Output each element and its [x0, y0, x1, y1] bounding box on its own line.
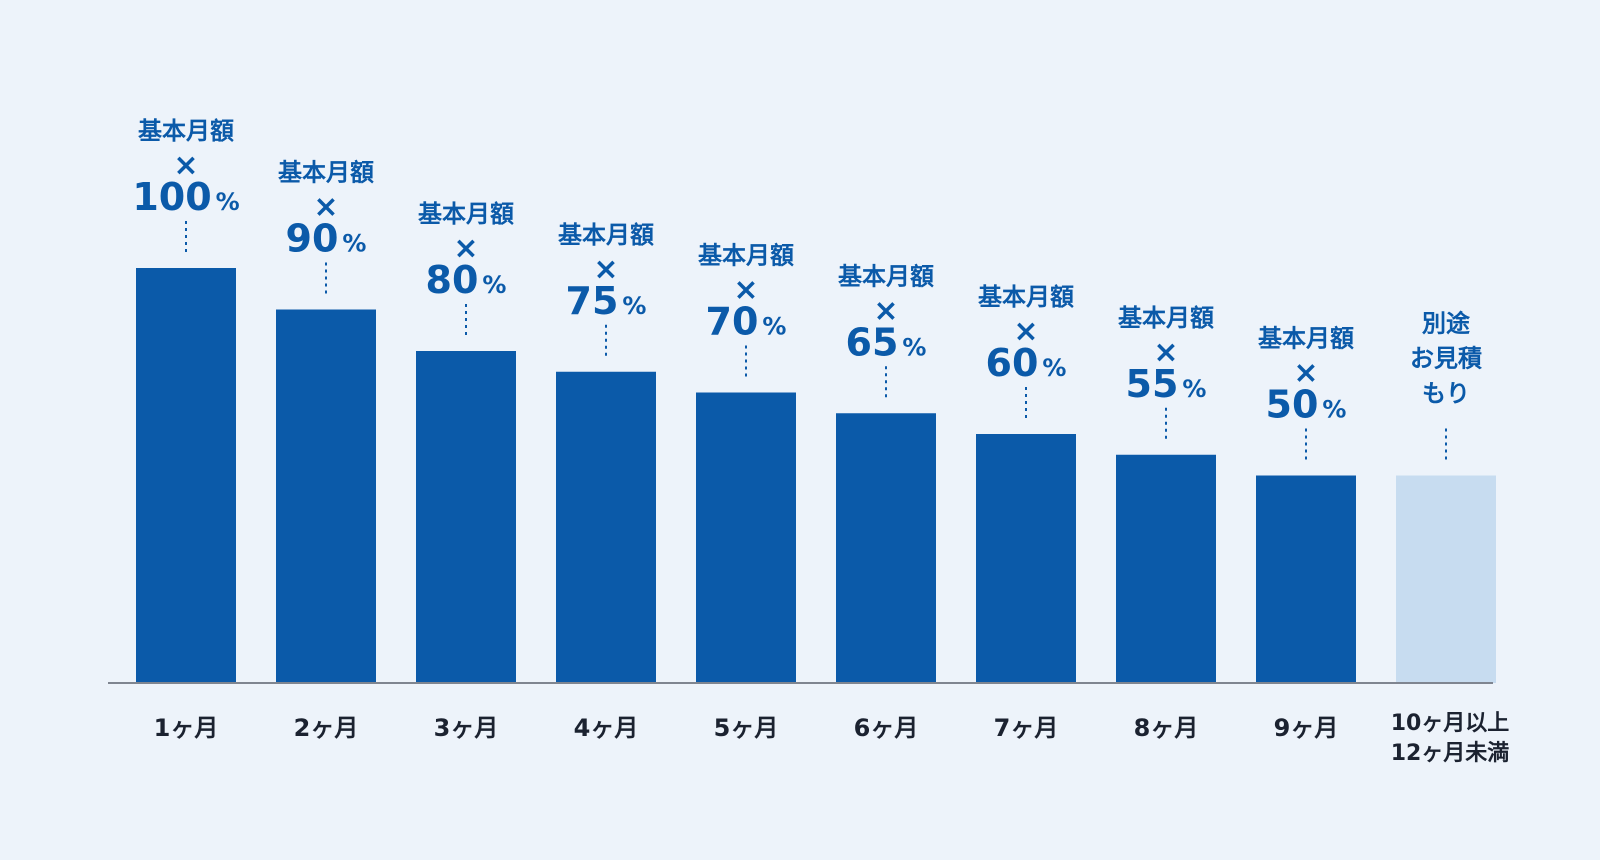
- bar-6: [836, 413, 936, 683]
- value-label-times: ×: [1153, 335, 1178, 370]
- value-label-times: ×: [593, 252, 618, 287]
- x-tick-label: 10ヶ月以上: [1391, 711, 1510, 736]
- value-label-prefix: 基本月額: [1258, 325, 1354, 353]
- value-label: 100%: [132, 175, 239, 219]
- value-label-prefix: 基本月額: [278, 159, 374, 187]
- bar-5: [696, 392, 796, 683]
- value-unit: %: [762, 313, 786, 341]
- x-tick-label: 7ヶ月: [994, 714, 1059, 742]
- value-label: 75%: [566, 279, 647, 323]
- x-tick-label: 6ヶ月: [854, 714, 919, 742]
- value-number: 80: [426, 258, 479, 302]
- x-tick-label: 5ヶ月: [714, 714, 779, 742]
- special-value-label-line: もり: [1422, 380, 1470, 408]
- value-number: 70: [706, 300, 759, 344]
- special-value-label-line: お見積: [1410, 345, 1482, 373]
- value-unit: %: [1042, 354, 1066, 382]
- value-label-prefix: 基本月額: [138, 117, 234, 145]
- value-label-times: ×: [453, 231, 478, 266]
- x-tick-label: 8ヶ月: [1134, 714, 1199, 742]
- value-label-times: ×: [313, 190, 338, 225]
- value-number: 60: [986, 341, 1039, 385]
- value-number: 50: [1266, 383, 1319, 427]
- value-number: 65: [846, 320, 899, 364]
- value-unit: %: [342, 230, 366, 258]
- value-label-prefix: 基本月額: [698, 242, 794, 270]
- value-number: 100: [132, 175, 211, 219]
- value-number: 55: [1126, 362, 1179, 406]
- bar-1: [136, 268, 236, 683]
- bar-10: [1396, 475, 1496, 683]
- value-label-times: ×: [173, 148, 198, 183]
- value-unit: %: [1182, 375, 1206, 403]
- value-label: 55%: [1126, 362, 1207, 406]
- bar-7: [976, 434, 1076, 683]
- value-label-prefix: 基本月額: [558, 221, 654, 249]
- value-label: 80%: [426, 258, 507, 302]
- bar-3: [416, 351, 516, 683]
- x-tick-label: 1ヶ月: [154, 714, 219, 742]
- value-number: 75: [566, 279, 619, 323]
- special-value-label-line: 別途: [1422, 310, 1471, 338]
- value-label-times: ×: [873, 293, 898, 328]
- value-label-prefix: 基本月額: [1118, 304, 1214, 332]
- bar-2: [276, 309, 376, 683]
- value-unit: %: [902, 333, 926, 361]
- value-unit: %: [482, 271, 506, 299]
- value-label: 70%: [706, 300, 787, 344]
- x-tick-label: 3ヶ月: [434, 714, 499, 742]
- value-label: 50%: [1266, 383, 1347, 427]
- value-label: 60%: [986, 341, 1067, 385]
- bar-4: [556, 371, 656, 683]
- x-tick-label: 2ヶ月: [294, 714, 359, 742]
- value-label: 65%: [846, 320, 927, 364]
- value-unit: %: [216, 188, 240, 216]
- value-label-times: ×: [733, 273, 758, 308]
- value-label-prefix: 基本月額: [838, 262, 934, 290]
- value-number: 90: [286, 217, 339, 261]
- x-tick-label: 4ヶ月: [574, 714, 639, 742]
- value-label-times: ×: [1013, 314, 1038, 349]
- x-tick-label: 9ヶ月: [1274, 714, 1339, 742]
- x-tick-label: 12ヶ月未満: [1391, 740, 1510, 766]
- value-label-prefix: 基本月額: [418, 200, 514, 228]
- value-label: 90%: [286, 217, 367, 261]
- bar-8: [1116, 454, 1216, 683]
- value-unit: %: [1322, 396, 1346, 424]
- bar-9: [1256, 475, 1356, 683]
- value-unit: %: [622, 292, 646, 320]
- value-label-times: ×: [1293, 356, 1318, 391]
- value-label-prefix: 基本月額: [978, 283, 1074, 311]
